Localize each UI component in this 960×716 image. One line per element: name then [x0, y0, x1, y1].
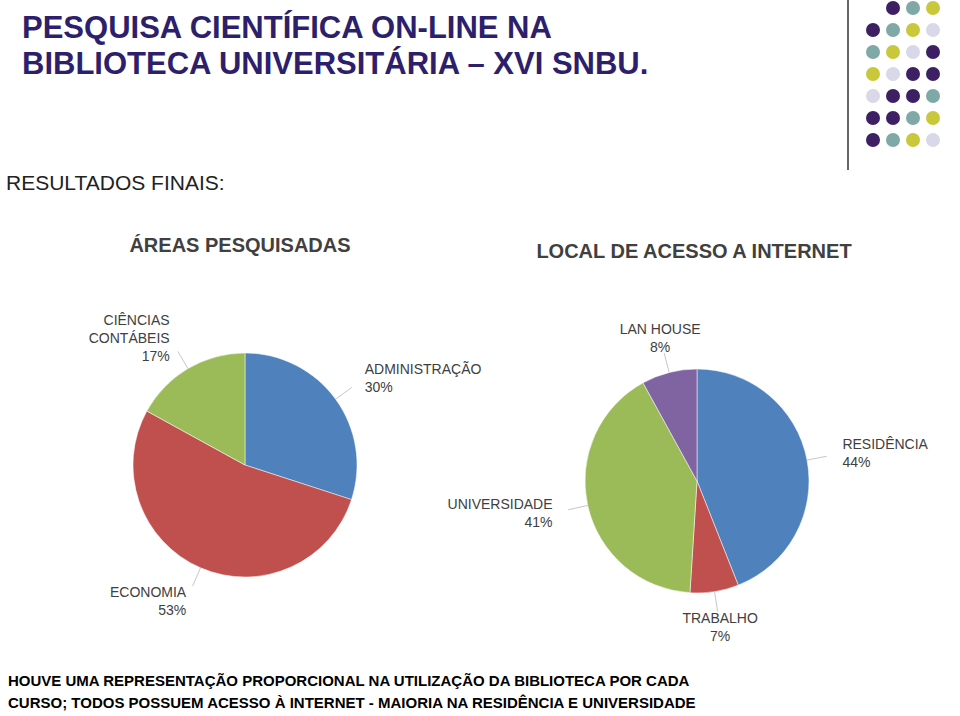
svg-text:LAN HOUSE8%: LAN HOUSE8% — [620, 321, 701, 355]
svg-text:BIBLIOTECA UNIVERSITÁRIA – XVI: BIBLIOTECA UNIVERSITÁRIA – XVI SNBU. — [22, 46, 648, 81]
svg-text:ADMINISTRAÇÃO30%: ADMINISTRAÇÃO30% — [365, 361, 482, 395]
svg-text:RESIDÊNCIA44%: RESIDÊNCIA44% — [842, 436, 928, 470]
svg-text:UNIVERSIDADE41%: UNIVERSIDADE41% — [448, 496, 553, 530]
svg-text:ÁREAS PESQUISADAS: ÁREAS PESQUISADAS — [129, 234, 350, 256]
svg-text:RESULTADOS FINAIS:: RESULTADOS FINAIS: — [8, 171, 225, 194]
svg-text:CIÊNCIASCONTÁBEIS17%: CIÊNCIASCONTÁBEIS17% — [89, 312, 170, 364]
svg-text:CURSO; TODOS POSSUEM ACESSO À: CURSO; TODOS POSSUEM ACESSO À INTERNET -… — [8, 694, 696, 711]
svg-text:TRABALHO7%: TRABALHO7% — [682, 610, 758, 644]
svg-text:ECONOMIA53%: ECONOMIA53% — [110, 584, 187, 618]
svg-text:LOCAL DE ACESSO A INTERNET: LOCAL DE ACESSO A INTERNET — [536, 240, 851, 262]
svg-text:HOUVE UMA REPRESENTAÇÃO PROPOR: HOUVE UMA REPRESENTAÇÃO PROPORCIONAL NA … — [8, 672, 690, 689]
svg-text:PESQUISA CIENTÍFICA ON-LINE NA: PESQUISA CIENTÍFICA ON-LINE NA — [22, 10, 552, 45]
